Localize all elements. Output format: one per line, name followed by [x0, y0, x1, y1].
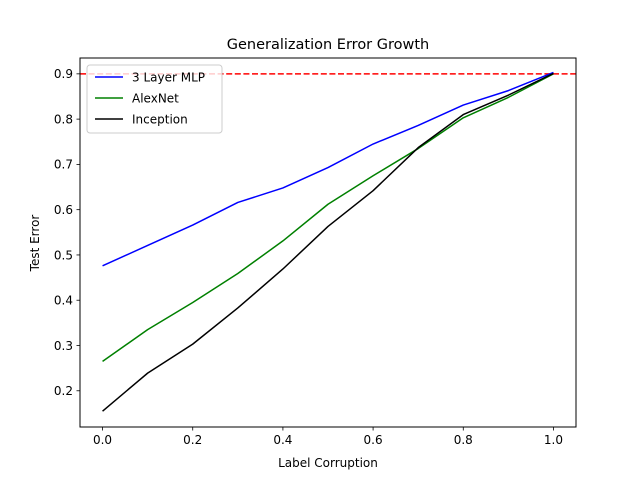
x-tick-label: 0.2: [183, 433, 202, 447]
legend-label: 3 Layer MLP: [132, 70, 205, 84]
chart-title: Generalization Error Growth: [227, 37, 430, 53]
series-line-alexnet: [102, 73, 554, 362]
legend-label: Inception: [132, 112, 188, 126]
series-line-3-layer-mlp: [102, 71, 554, 267]
y-tick-label: 0.2: [54, 384, 73, 398]
y-axis: 0.2 0.3 0.4 0.5 0.6 0.7 0.8 0.9: [54, 67, 80, 398]
series-line-inception: [102, 72, 554, 412]
legend: 3 Layer MLP AlexNet Inception: [86, 64, 223, 134]
x-tick-label: 0.6: [364, 433, 383, 447]
legend-box: [86, 64, 223, 134]
y-tick-label: 0.7: [54, 158, 73, 172]
y-tick-label: 0.8: [54, 112, 73, 126]
x-tick-label: 0.0: [93, 433, 112, 447]
x-axis: 0.0 0.2 0.4 0.6 0.8 1.0: [93, 427, 563, 447]
y-tick-label: 0.9: [54, 67, 73, 81]
x-tick-label: 0.8: [454, 433, 473, 447]
axes-frame: [79, 57, 577, 428]
series-layer: [102, 71, 554, 412]
y-tick-label: 0.3: [54, 339, 73, 353]
legend-label: AlexNet: [132, 91, 179, 105]
y-tick-label: 0.6: [54, 203, 73, 217]
x-tick-label: 1.0: [544, 433, 563, 447]
y-tick-label: 0.5: [54, 248, 73, 262]
y-axis-label: Test Error: [28, 215, 42, 273]
x-tick-label: 0.4: [273, 433, 292, 447]
y-tick-label: 0.4: [54, 294, 73, 308]
x-axis-label: Label Corruption: [278, 456, 378, 470]
